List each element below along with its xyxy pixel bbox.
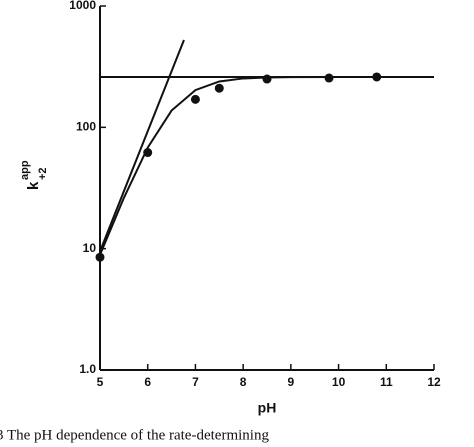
caption: 3 The pH dependence of the rate-determin… xyxy=(0,427,269,443)
x-tick-label: 6 xyxy=(144,375,151,389)
y-tick-label: 10 xyxy=(83,241,97,255)
x-tick-label: 5 xyxy=(97,375,104,389)
x-axis-label: pH xyxy=(258,400,277,416)
y-tick-label: 1000 xyxy=(69,0,96,12)
x-tick-label: 7 xyxy=(192,375,199,389)
line xyxy=(99,75,434,256)
x-tick-label: 12 xyxy=(427,375,441,389)
data-point xyxy=(262,74,272,84)
x-tick-label: 8 xyxy=(240,375,247,389)
x-tick-label: 10 xyxy=(332,375,346,389)
data-point xyxy=(95,252,105,262)
y-label-sup: app xyxy=(19,160,31,180)
line xyxy=(99,39,185,252)
y-tick-label: 1.0 xyxy=(79,362,96,376)
x-tick-label: 9 xyxy=(288,375,295,389)
y-tick-label: 100 xyxy=(76,120,96,134)
y-axis-label: k app +2 xyxy=(19,160,49,190)
y-label-sub: +2 xyxy=(37,167,49,180)
x-tick-label: 11 xyxy=(380,375,393,389)
data-point xyxy=(214,83,224,93)
y-label-main: k xyxy=(25,181,42,190)
data-point xyxy=(190,94,200,104)
